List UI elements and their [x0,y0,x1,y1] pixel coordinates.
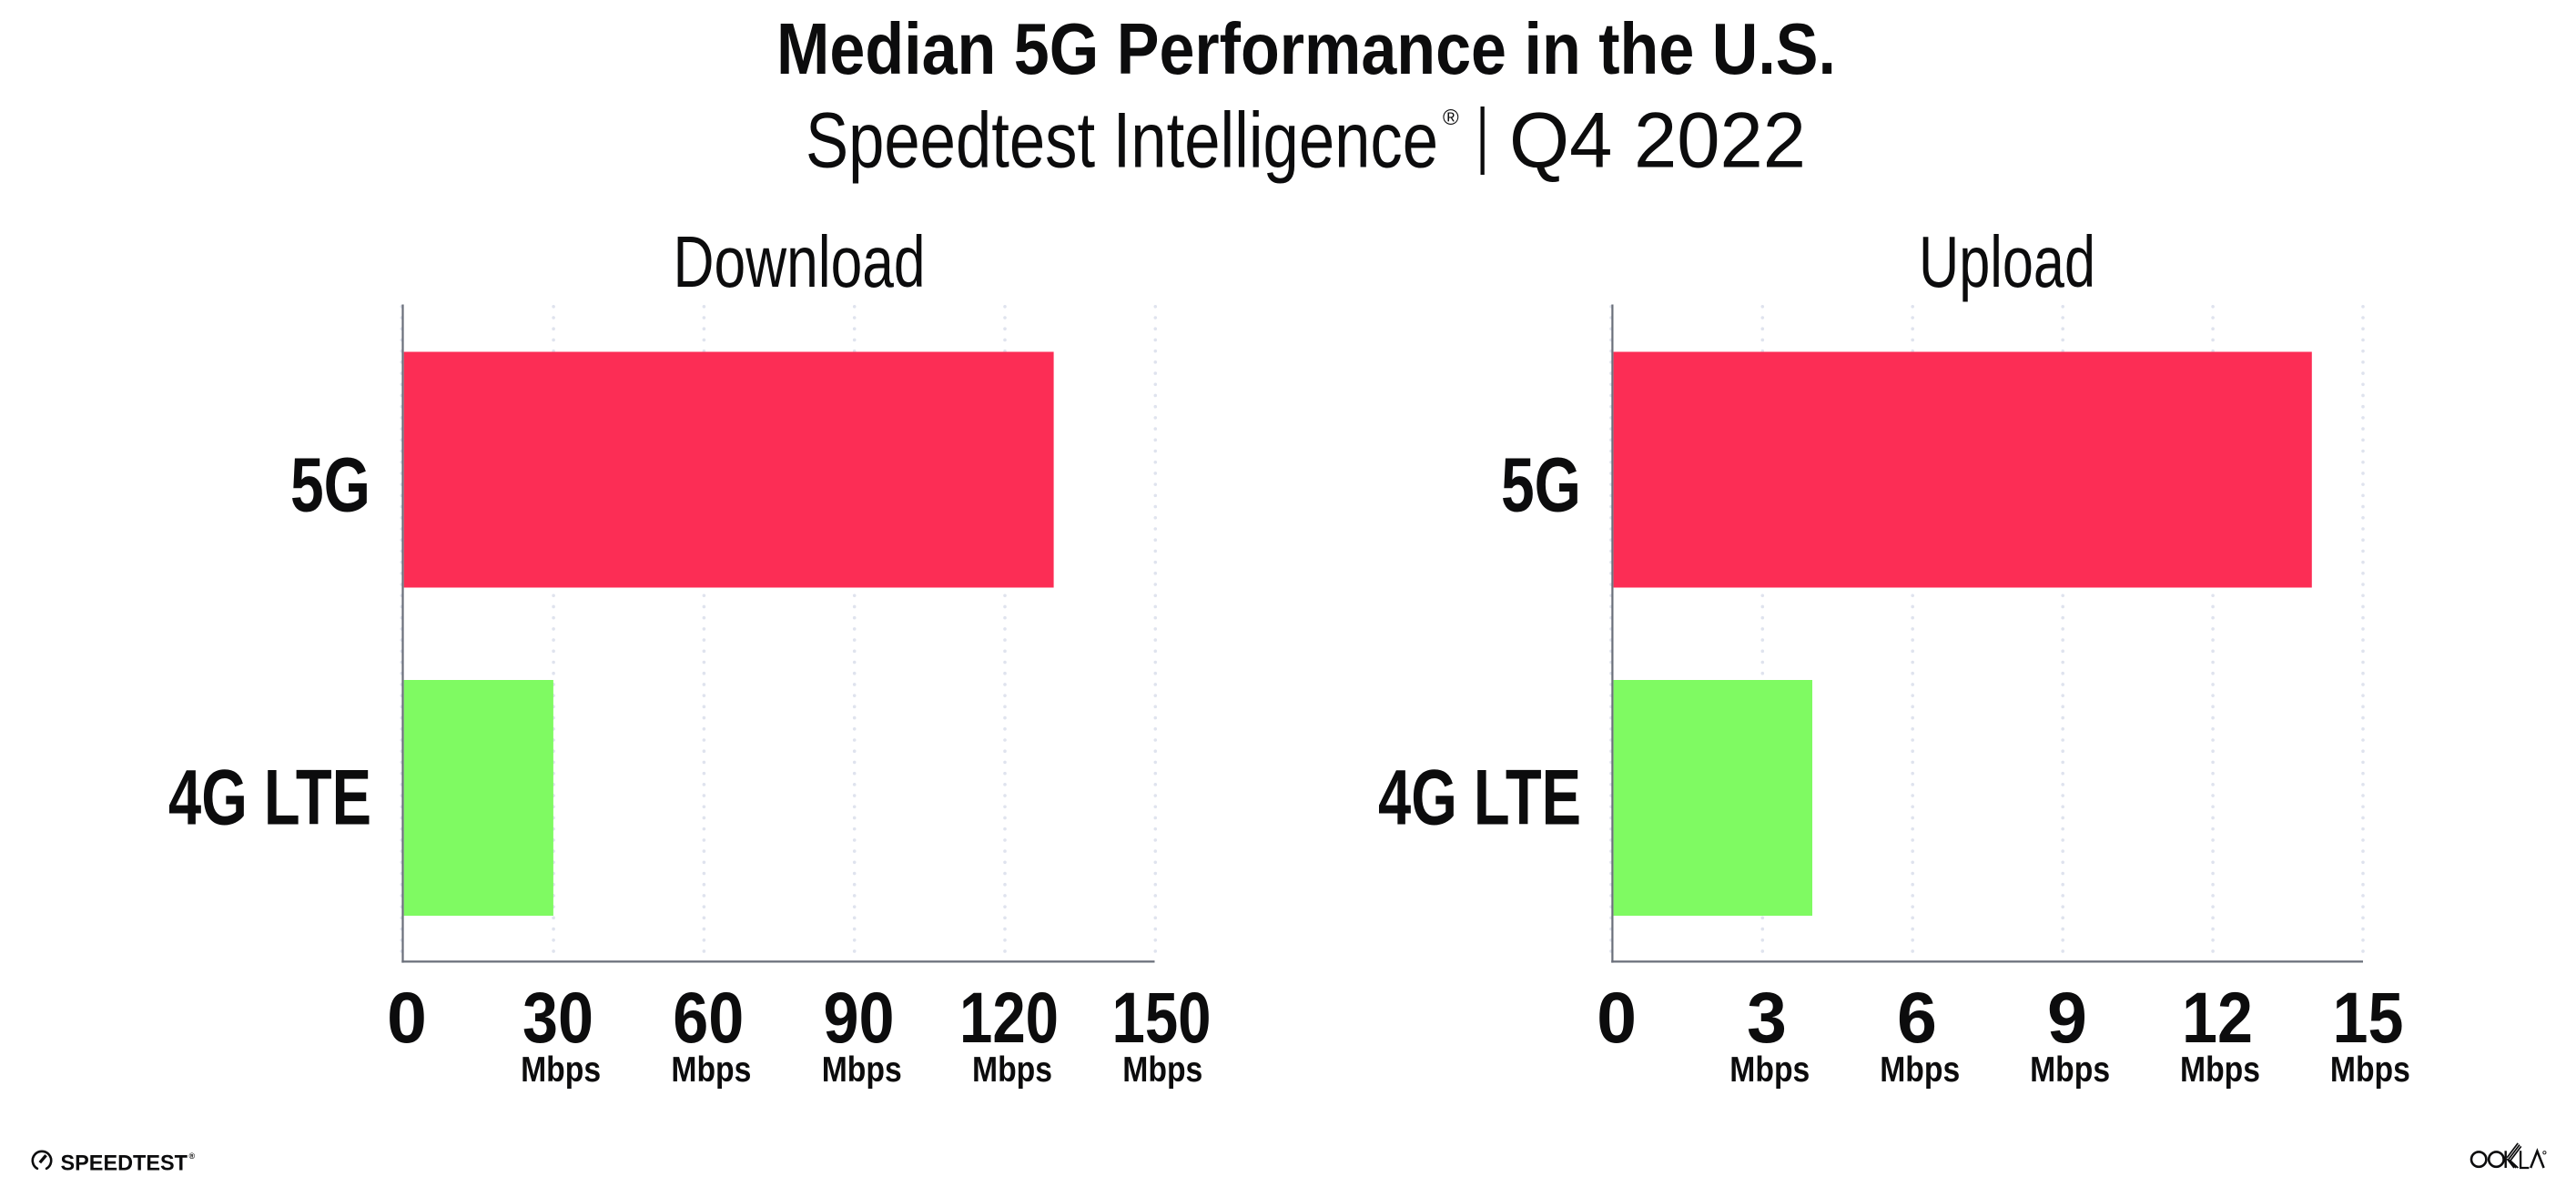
svg-text:Mbps: Mbps [2180,1050,2260,1090]
svg-text:Download: Download [674,221,926,302]
svg-text:5G: 5G [290,442,370,528]
svg-text:12: 12 [2182,977,2253,1058]
svg-text:®: ® [189,1151,196,1161]
svg-text:6: 6 [1897,977,1937,1058]
svg-text:120: 120 [959,977,1059,1058]
svg-text:9: 9 [2047,977,2087,1058]
svg-text:Mbps: Mbps [521,1050,601,1090]
svg-text:Q4 2022: Q4 2022 [1509,96,1806,184]
svg-text:15: 15 [2333,977,2404,1058]
svg-text:30: 30 [522,977,593,1058]
svg-text:5G: 5G [1501,442,1581,528]
svg-text:Mbps: Mbps [1880,1050,1960,1090]
svg-text:Mbps: Mbps [2030,1050,2110,1090]
svg-text:0: 0 [1597,977,1637,1058]
svg-text:Median 5G Performance in the U: Median 5G Performance in the U.S. [776,8,1836,89]
svg-text:Mbps: Mbps [671,1050,751,1090]
svg-text:Mbps: Mbps [972,1050,1052,1090]
svg-text:150: 150 [1112,977,1212,1058]
svg-text:0: 0 [387,977,427,1058]
svg-text:SPEEDTEST: SPEEDTEST [61,1151,188,1176]
svg-text:Upload: Upload [1919,221,2095,302]
svg-text:60: 60 [673,977,744,1058]
svg-text:4G LTE: 4G LTE [1378,755,1581,842]
svg-text:3: 3 [1747,977,1787,1058]
svg-text:90: 90 [824,977,895,1058]
svg-text:Mbps: Mbps [1122,1050,1202,1090]
svg-text:4G LTE: 4G LTE [168,755,371,842]
svg-text:®: ® [1443,106,1459,130]
svg-text:Mbps: Mbps [1729,1050,1810,1090]
svg-text:Mbps: Mbps [2330,1050,2410,1090]
svg-text:Speedtest Intelligence: Speedtest Intelligence [806,96,1438,184]
svg-text:Mbps: Mbps [822,1050,902,1090]
